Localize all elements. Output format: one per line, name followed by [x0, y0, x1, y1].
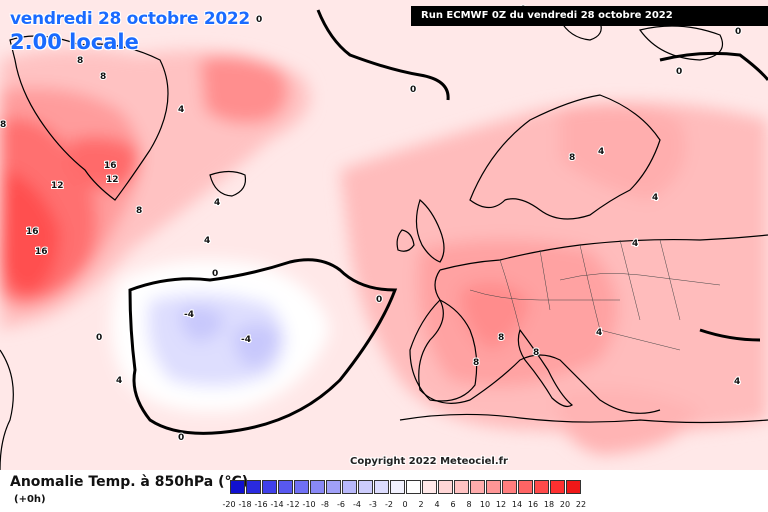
anomaly-fill: [0, 48, 768, 455]
scale-cell: [390, 480, 405, 494]
scale-cell: [534, 480, 549, 494]
isoline-label: 0: [376, 295, 382, 305]
isoline-label: 16: [26, 227, 39, 237]
isoline-label: 12: [106, 175, 119, 185]
scale-tick-label: 22: [575, 500, 587, 509]
isoline-label: 4: [734, 377, 740, 387]
scale-cell: [262, 480, 277, 494]
isoline-label: 8: [473, 358, 479, 368]
scale-cell: [566, 480, 581, 494]
isoline-label: 16: [104, 161, 117, 171]
isoline-label: 4: [116, 376, 122, 386]
isoline-label: 0: [212, 269, 218, 279]
color-scale-ticks: -20 -18 -16 -14 -12 -10 -8 -6 -4 -3 -2 0 2 4 6 8 10 12 14 1…: [222, 500, 586, 512]
isoline-label: 12: [51, 181, 64, 191]
copyright: Copyright 2022 Meteociel.fr: [350, 456, 508, 467]
run-info: Run ECMWF 0Z du vendredi 28 octobre 2022: [411, 6, 768, 26]
isoline-label: 8: [498, 333, 504, 343]
scale-tick-label: -16: [254, 500, 268, 509]
forecast-offset: (+0h): [14, 494, 46, 505]
scale-tick-label: -14: [270, 500, 284, 509]
scale-tick-label: -20: [222, 500, 236, 509]
scale-cell: [326, 480, 341, 494]
scale-cell: [486, 480, 501, 494]
isoline-label: 8: [533, 348, 539, 358]
scale-tick-label: -10: [302, 500, 316, 509]
isoline-label: 4: [178, 105, 184, 115]
scale-cell: [278, 480, 293, 494]
scale-tick-label: -6: [337, 500, 345, 509]
scale-tick-label: 12: [495, 500, 507, 509]
isoline-label: 0: [676, 67, 682, 77]
isoline-label: 8: [77, 56, 83, 66]
isoline-label: -4: [241, 335, 251, 345]
scale-tick-label: 10: [479, 500, 491, 509]
isoline-label: 4: [652, 193, 658, 203]
color-scale: [230, 480, 582, 494]
scale-tick-label: -8: [321, 500, 329, 509]
scale-cell: [358, 480, 373, 494]
scale-cell: [518, 480, 533, 494]
scale-cell: [294, 480, 309, 494]
isoline-label: 4: [596, 328, 602, 338]
scale-cell: [406, 480, 421, 494]
isoline-label: 8: [569, 153, 575, 163]
scale-tick-label: 14: [511, 500, 523, 509]
scale-tick-label: -12: [286, 500, 300, 509]
isoline-label: 0: [178, 433, 184, 443]
scale-tick-label: -2: [385, 500, 393, 509]
scale-cell: [438, 480, 453, 494]
scale-tick-label: 0: [402, 500, 408, 509]
forecast-date: vendredi 28 octobre 2022: [10, 9, 250, 29]
zero-isoline: [128, 9, 768, 435]
scale-cell: [422, 480, 437, 494]
scale-cell: [310, 480, 325, 494]
scale-cell: [502, 480, 517, 494]
cold-anomaly-fill: [111, 260, 330, 412]
coastlines: [0, 17, 768, 470]
scale-cell: [246, 480, 261, 494]
isoline-label: 4: [598, 147, 604, 157]
scale-tick-label: 4: [434, 500, 440, 509]
scale-tick-label: 20: [559, 500, 571, 509]
isoline-label: 4: [214, 198, 220, 208]
scale-cell: [470, 480, 485, 494]
isoline-label: 16: [35, 247, 48, 257]
scale-tick-label: 2: [418, 500, 424, 509]
isoline-label: 4: [632, 239, 638, 249]
isoline-label: 0: [256, 15, 262, 25]
scale-tick-label: 18: [543, 500, 555, 509]
isoline-label: 0: [410, 85, 416, 95]
isoline-label: 8: [0, 120, 6, 130]
isoline-label: -4: [184, 310, 194, 320]
isoline-label: 8: [136, 206, 142, 216]
scale-tick-label: -18: [238, 500, 252, 509]
scale-cell: [374, 480, 389, 494]
isoline-label: 4: [204, 236, 210, 246]
isoline-label: 8: [100, 72, 106, 82]
variable-title: Anomalie Temp. à 850hPa (°C): [10, 474, 249, 490]
scale-cell: [454, 480, 469, 494]
scale-tick-label: 8: [466, 500, 472, 509]
scale-cell: [342, 480, 357, 494]
scale-cell: [550, 480, 565, 494]
scale-tick-label: -4: [353, 500, 361, 509]
isoline-label: 0: [735, 27, 741, 37]
isoline-label: 0: [96, 333, 102, 343]
scale-tick-label: 6: [450, 500, 456, 509]
scale-cell: [230, 480, 245, 494]
scale-tick-label: 16: [527, 500, 539, 509]
scale-tick-label: -3: [369, 500, 377, 509]
forecast-time: 2.00 locale: [10, 30, 139, 54]
country-borders: [469, 239, 721, 351]
